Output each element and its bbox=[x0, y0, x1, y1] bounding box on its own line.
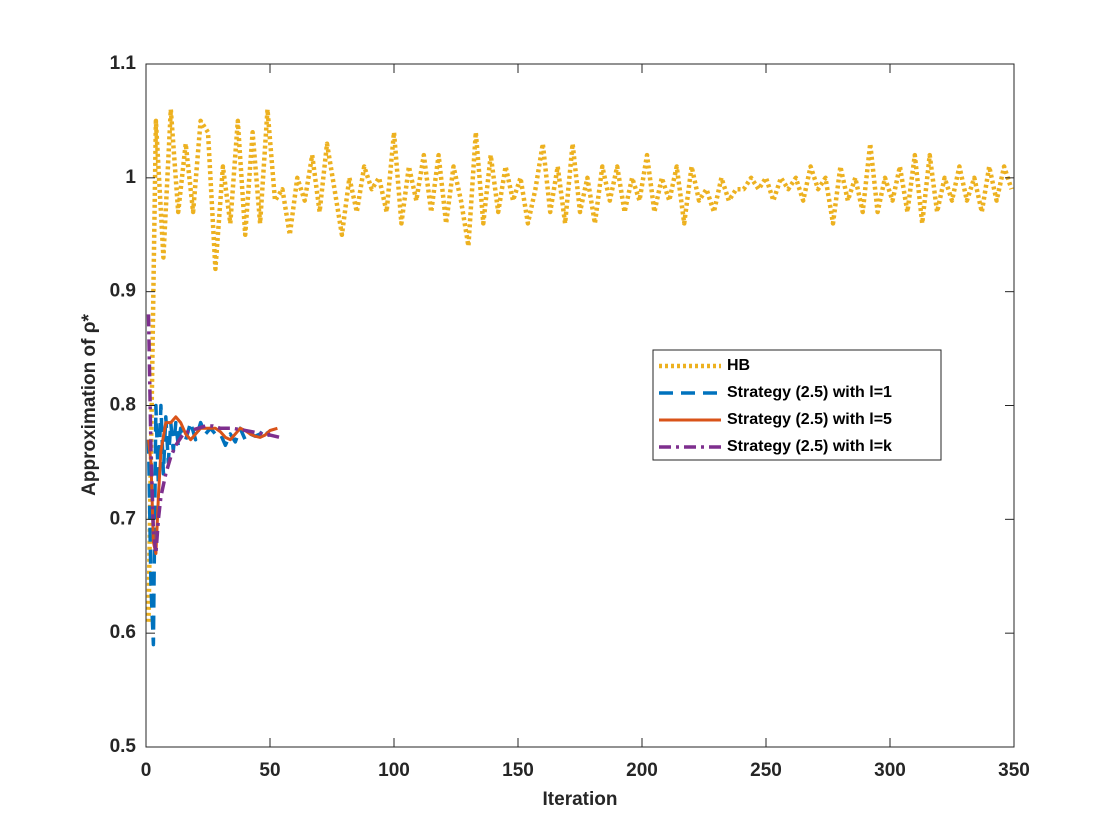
x-tick-label: 250 bbox=[750, 760, 782, 781]
series-line bbox=[146, 107, 1014, 622]
x-tick-label: 50 bbox=[259, 760, 280, 781]
x-tick-label: 100 bbox=[378, 760, 410, 781]
series-line bbox=[146, 314, 281, 556]
x-tick-label: 0 bbox=[141, 760, 152, 781]
series-line bbox=[146, 403, 272, 647]
x-tick-label: 350 bbox=[998, 760, 1030, 781]
legend-label: Strategy (2.5) with l=5 bbox=[727, 411, 892, 428]
y-tick-label: 1 bbox=[125, 167, 136, 188]
legend: HB Strategy (2.5) with l=1 Strategy (2.5) … bbox=[652, 349, 942, 461]
y-tick-label: 0.6 bbox=[110, 622, 136, 643]
legend-label: HB bbox=[727, 357, 750, 374]
y-tick-label: 0.8 bbox=[110, 395, 136, 416]
y-tick-label: 1.1 bbox=[110, 53, 137, 74]
y-axis-label: Approximation of ρ* bbox=[79, 314, 100, 496]
y-tick-label: 0.7 bbox=[110, 508, 136, 529]
x-tick-label: 300 bbox=[874, 760, 906, 781]
x-tick-label: 200 bbox=[626, 760, 658, 781]
y-tick-label: 0.5 bbox=[110, 736, 137, 757]
legend-label: Strategy (2.5) with l=1 bbox=[727, 384, 892, 401]
x-tick-label: 150 bbox=[502, 760, 534, 781]
y-tick-label: 0.9 bbox=[110, 281, 136, 302]
legend-label: Strategy (2.5) with l=k bbox=[727, 438, 892, 455]
x-axis-label: Iteration bbox=[543, 789, 618, 810]
series-line bbox=[147, 415, 278, 555]
legend-box bbox=[652, 349, 942, 461]
